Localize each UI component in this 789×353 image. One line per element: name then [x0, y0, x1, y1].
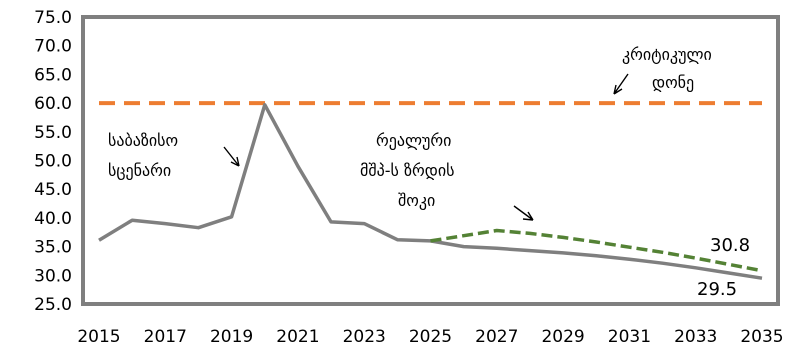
- annotation-baseline-line-2: სცენარი: [108, 161, 171, 180]
- x-tick-label: 2023: [343, 327, 386, 347]
- y-tick-label: 35.0: [34, 238, 72, 258]
- y-tick-label: 25.0: [34, 295, 72, 315]
- annotation-critical-line-2: დონე: [652, 73, 694, 92]
- annotation-baseline-arrow: [223, 146, 240, 167]
- x-axis-ticks: 2015 2017 2019 2021 2023 2025 2027 2029 2031 2033…: [77, 327, 783, 347]
- y-tick-label: 45.0: [34, 180, 72, 200]
- x-tick-label: 2019: [210, 327, 253, 347]
- annotation-critical-arrow: [613, 73, 629, 95]
- y-tick-label: 30.0: [34, 266, 72, 286]
- plot-area: [81, 15, 780, 306]
- y-tick-label: 70.0: [34, 37, 72, 57]
- y-tick-label: 60.0: [34, 94, 72, 114]
- annotation-baseline-line-1: საბაზისო: [108, 131, 178, 150]
- y-tick-label: 55.0: [34, 123, 72, 143]
- series-line-gdp-shock: [430, 228, 763, 273]
- x-tick-label: 2017: [144, 327, 187, 347]
- x-tick-label: 2029: [541, 327, 584, 347]
- x-tick-label: 2035: [740, 327, 783, 347]
- y-tick-label: 75.0: [34, 8, 72, 28]
- annotation-shock-line-3: შოკი: [398, 191, 435, 210]
- x-tick-label: 2033: [674, 327, 717, 347]
- y-tick-label: 65.0: [34, 65, 72, 85]
- y-tick-label: 40.0: [34, 209, 72, 229]
- end-label-baseline: 29.5: [697, 279, 737, 300]
- x-tick-label: 2025: [409, 327, 452, 347]
- y-axis-ticks: 25.0 30.0 35.0 40.0 45.0 50.0 55.0 60.0 65.0 70.0…: [34, 8, 72, 315]
- x-tick-label: 2015: [77, 327, 120, 347]
- series-layer: 30.8 29.5: [98, 101, 763, 300]
- annotation-shock-arrow: [513, 205, 534, 221]
- annotation-critical-line-1: კრიტიკული: [622, 45, 712, 64]
- x-tick-label: 2021: [276, 327, 319, 347]
- x-tick-label: 2031: [608, 327, 651, 347]
- annotation-shock-line-1: რეალური: [376, 131, 451, 150]
- y-tick-label: 50.0: [34, 152, 72, 172]
- annotation-shock-line-2: მშპ-ს ზრდის: [360, 161, 454, 180]
- x-tick-label: 2027: [475, 327, 518, 347]
- end-label-gdp-shock: 30.8: [710, 235, 750, 256]
